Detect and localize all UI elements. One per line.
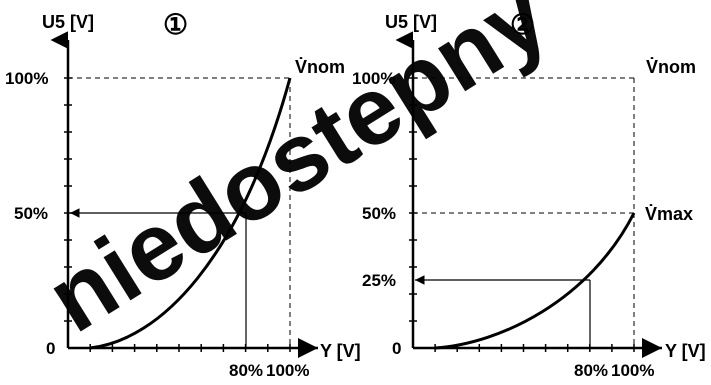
panel-1-curve-end-label: V̇nom <box>295 56 345 77</box>
panel-2-y-tick-0: 0 <box>392 339 401 358</box>
panel-1: ① U5 [V] Y [V] 100% 50% 0 80% 100% V̇nom <box>5 9 361 380</box>
panel-2-top-right-label: V̇nom <box>646 56 696 77</box>
panel-2-y-tick-25: 25% <box>362 271 396 290</box>
panel-2: ② U5 [V] Y [V] 100% 50% 25% 0 80% 100% V… <box>352 9 706 380</box>
panel-1-x-tick-100: 100% <box>266 361 309 380</box>
panel-2-x-minor-ticks <box>434 344 635 352</box>
panel-1-y-axis-label: U5 [V] <box>42 12 94 32</box>
panel-1-x-axis-label: Y [V] <box>320 341 361 361</box>
panel-1-y-tick-100: 100% <box>5 69 48 88</box>
panel-1-x-minor-ticks <box>89 344 291 352</box>
panel-2-x-tick-100: 100% <box>611 361 654 380</box>
panel-1-x-tick-80: 80% <box>229 361 263 380</box>
panel-2-x-axis-label: Y [V] <box>665 341 706 361</box>
panel-2-x-tick-80: 80% <box>574 361 608 380</box>
panel-2-y-tick-100: 100% <box>352 69 395 88</box>
panel-2-curve <box>434 212 636 350</box>
panel-2-y-axis-label: U5 [V] <box>385 12 437 32</box>
panel-2-marker: ② <box>510 9 535 40</box>
panel-1-marker: ① <box>163 9 188 40</box>
watermark-text: niedostepny <box>29 0 565 353</box>
panel-1-y-tick-50: 50% <box>14 204 48 223</box>
panel-2-curve-end-label: V̇max <box>645 203 693 224</box>
panel-1-y-tick-0: 0 <box>46 339 55 358</box>
watermark: niedostepny <box>29 0 565 353</box>
panel-2-y-tick-50: 50% <box>362 204 396 223</box>
panel-1-curve <box>89 77 292 350</box>
